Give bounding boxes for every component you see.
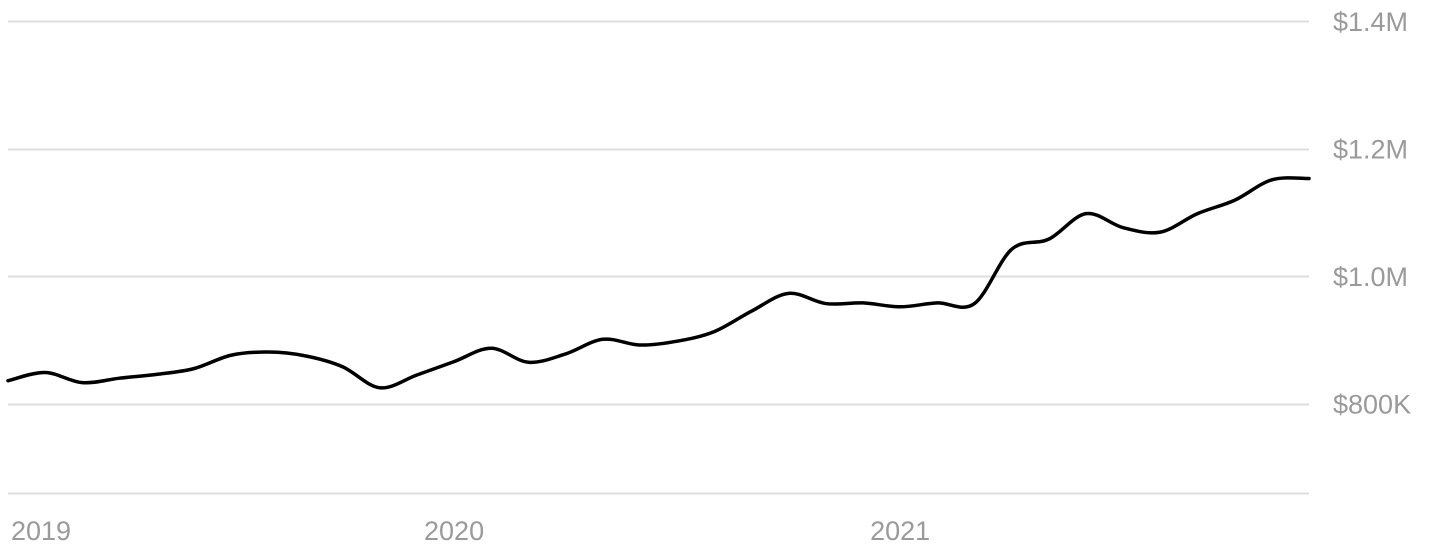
data-point (1306, 176, 1312, 182)
data-point (934, 300, 940, 306)
series-line (6, 176, 1311, 390)
data-point (1232, 197, 1238, 203)
y-tick-label: $1.4M (1333, 7, 1408, 37)
data-point (5, 378, 11, 384)
y-axis-tick-labels: $800K $1.0M $1.2M $1.4M (1333, 7, 1411, 420)
x-tick-label: 2020 (424, 516, 484, 546)
data-point (42, 369, 48, 375)
data-point (600, 336, 606, 342)
x-tick-label: 2019 (11, 516, 71, 546)
y-tick-label: $1.2M (1333, 135, 1408, 165)
data-point (302, 353, 308, 359)
data-point (340, 364, 346, 370)
data-point (563, 351, 569, 357)
series-layer (5, 176, 1312, 391)
data-point (971, 301, 977, 307)
data-point (525, 359, 531, 365)
data-point (1046, 236, 1052, 242)
data-point (265, 349, 271, 355)
data-point (897, 304, 903, 310)
data-point (1009, 246, 1015, 252)
data-point (748, 308, 754, 314)
data-point (414, 372, 420, 378)
data-point (1083, 211, 1089, 217)
data-point (377, 385, 383, 391)
data-point (488, 345, 494, 351)
data-point (637, 342, 643, 348)
data-point (154, 371, 160, 377)
data-point (711, 329, 717, 335)
data-point (117, 375, 123, 381)
data-point (786, 290, 792, 296)
gridlines (8, 20, 1309, 495)
x-axis-tick-labels: 2019 2020 2021 (11, 516, 930, 546)
y-tick-label: $1.0M (1333, 262, 1408, 292)
data-point (451, 359, 457, 365)
y-tick-label: $800K (1333, 390, 1411, 420)
data-point (79, 380, 85, 386)
data-point (228, 352, 234, 358)
data-point (860, 300, 866, 306)
data-point (674, 338, 680, 344)
data-point (1157, 229, 1163, 235)
data-point (823, 301, 829, 307)
data-point (1269, 177, 1275, 183)
x-tick-label: 2021 (870, 516, 930, 546)
data-point (1194, 211, 1200, 217)
data-point (1120, 225, 1126, 231)
data-point (191, 366, 197, 372)
